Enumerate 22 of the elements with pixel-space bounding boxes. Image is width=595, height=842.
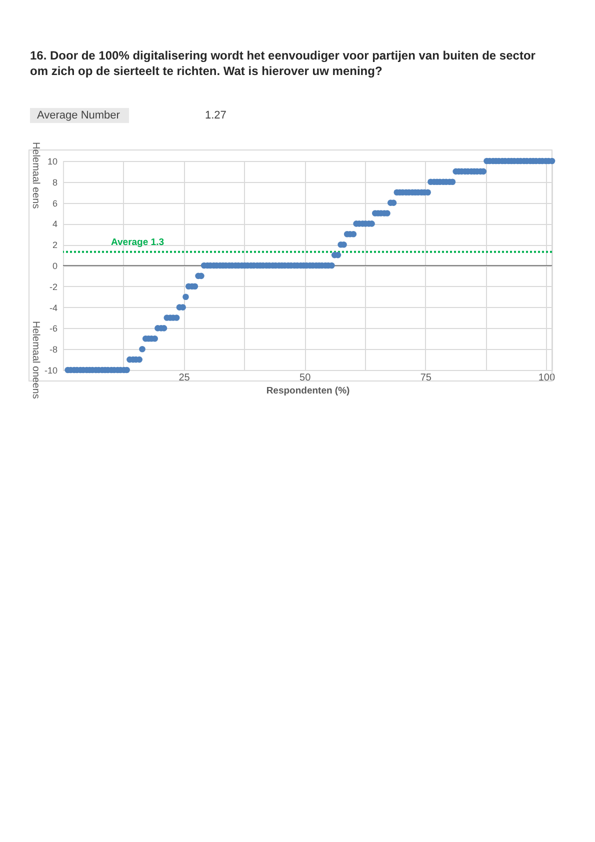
x-tick-label: 100: [538, 372, 556, 384]
text: Helemaal eens: [30, 142, 41, 209]
y-tick-label: -10: [44, 366, 58, 376]
x-tick-label: 25: [178, 372, 190, 384]
x-tick-label: 50: [300, 372, 312, 384]
y-tick-label: 6: [52, 198, 58, 208]
y-tick-label: -4: [49, 302, 58, 313]
ref-line-label: Average 1.3: [111, 236, 164, 248]
y-tick-label: 2: [52, 240, 58, 250]
text: 1.27: [205, 110, 226, 122]
y-tick-label: -6: [49, 324, 58, 334]
y-tick-label: 4: [52, 219, 58, 230]
text: Average Number: [37, 110, 120, 122]
y-tick-label: 8: [52, 177, 58, 188]
x-tick-label: 75: [420, 372, 432, 384]
y-tick-label: -8: [49, 344, 58, 355]
y-tick-label: 0: [52, 261, 58, 271]
y-tick-label: 10: [47, 156, 58, 166]
x-axis-title: Respondenten (%): [266, 386, 350, 396]
chart-title: 16. Door de 100% digitalisering wordt het eenvoudiger voor partijen van buiten de sector om zich op de sierteelt te richten. Wat is hierover uw mening?: [30, 48, 536, 78]
text: Helemaal oneens: [30, 321, 41, 399]
y-tick-label: -2: [49, 282, 58, 292]
